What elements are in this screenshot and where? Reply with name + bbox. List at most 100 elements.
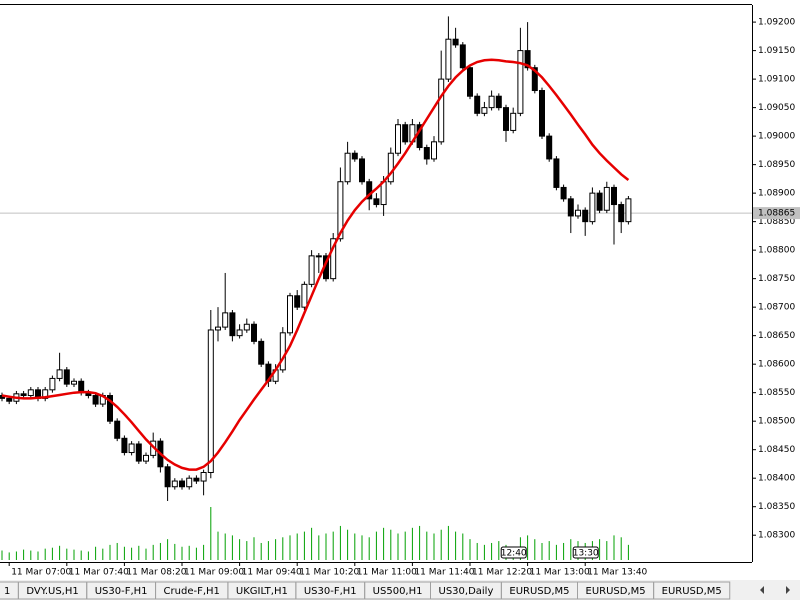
y-tick-label: 1.09050 (758, 103, 795, 113)
candle-body (164, 466, 171, 488)
candle-body (330, 238, 337, 280)
x-tick-label: 11 Mar 09:40 (242, 568, 302, 578)
candle-body (524, 50, 531, 69)
candle-body (236, 329, 243, 337)
candle-body (387, 152, 394, 183)
y-tick-label: 1.09200 (758, 18, 795, 28)
candle-body (395, 124, 401, 154)
x-tick-label: 11 Mar 07:00 (11, 568, 71, 578)
y-tick-label: 1.08700 (758, 303, 795, 313)
tab-label[interactable]: EURUSD,M5 (662, 586, 722, 597)
candle-body (229, 312, 236, 337)
y-tick-label: 1.08400 (758, 474, 795, 484)
candle-body (625, 198, 632, 223)
y-tick-label: 1.08500 (758, 417, 795, 427)
tab[interactable]: EURUSD,M5 (653, 581, 731, 600)
candle-body (452, 38, 459, 46)
x-tick-label: 11 Mar 09:00 (184, 568, 244, 578)
candle-body (301, 283, 308, 308)
candle-body (402, 124, 409, 143)
tab-label[interactable]: US30-F,H1 (304, 586, 357, 597)
tab-label[interactable]: DVY.US,H1 (26, 586, 78, 597)
candle-body (344, 152, 351, 183)
candle-body (459, 44, 466, 69)
candle-body (200, 471, 207, 482)
candle-body (179, 480, 185, 488)
time-marker-box (500, 546, 527, 559)
candle-body (222, 312, 229, 328)
candle-body (186, 477, 193, 488)
candle-body (380, 181, 387, 206)
candle-body (49, 377, 56, 391)
candle-body (20, 393, 27, 397)
candle-body (114, 420, 121, 439)
tab-label[interactable]: EURUSD,M5 (509, 586, 569, 597)
tab-frame (653, 581, 731, 600)
tab-label[interactable]: EURUSD,M5 (586, 586, 646, 597)
candle-body (366, 181, 373, 200)
tab-scroll-right[interactable] (786, 586, 790, 594)
candle-body (481, 107, 488, 114)
tab-label[interactable]: UKGILT,H1 (236, 586, 288, 597)
tab-label[interactable]: US30-F,H1 (95, 586, 148, 597)
x-tick-label: 11 Mar 13:00 (530, 568, 590, 578)
candle-body (207, 329, 214, 473)
candle-body (315, 255, 322, 258)
candle-body (56, 369, 63, 379)
y-tick-label: 1.08600 (758, 360, 795, 370)
tab-bar (0, 580, 800, 600)
candle-body (359, 158, 365, 183)
candle-body (27, 389, 34, 397)
tab-label[interactable]: US500,H1 (373, 586, 423, 597)
candle-body (589, 192, 596, 223)
y-tick-label: 1.09150 (758, 46, 795, 56)
x-tick-label: 11 Mar 12:20 (472, 568, 532, 578)
y-tick-label: 1.08900 (758, 189, 795, 199)
candle-body (423, 147, 430, 160)
candle-body (294, 295, 301, 308)
candle-body (582, 209, 589, 223)
bid-label: 1.08865 (758, 209, 795, 219)
y-tick-label: 1.08300 (758, 531, 795, 541)
candle-body (445, 38, 452, 80)
tab-label[interactable]: 1 (4, 586, 10, 597)
tab-label[interactable]: Crude-F,H1 (164, 586, 220, 597)
candle-body (553, 158, 560, 188)
y-tick-label: 1.08850 (758, 217, 795, 227)
candle-body (63, 369, 70, 385)
time-marker: 12:40 (501, 549, 527, 559)
tab-scroll-left[interactable] (760, 586, 764, 594)
candle-body (121, 437, 128, 454)
candle-body (575, 209, 581, 217)
candle-body (337, 181, 344, 240)
candle-body (6, 397, 13, 402)
candle-body (287, 295, 293, 334)
candle-body (517, 50, 524, 114)
candle-body (603, 186, 610, 211)
candle-body (618, 204, 625, 223)
y-tick-label: 1.08800 (758, 246, 795, 256)
x-tick-label: 11 Mar 13:40 (587, 568, 647, 578)
y-tick-label: 1.08550 (758, 388, 795, 398)
candle-body (107, 395, 113, 422)
candle-body (135, 443, 142, 462)
bid-label-box (753, 207, 800, 220)
candle-body (611, 186, 617, 206)
time-marker-box (572, 546, 599, 559)
tab-label[interactable]: US30,Daily (439, 586, 494, 597)
time-marker: 13:30 (573, 549, 599, 559)
tab-row: 1 DVY.US,H1 US30-F,H1 Crude-F,H1 UKGILT,H1 US… (0, 581, 731, 600)
candle-body (373, 198, 380, 206)
candle-body (92, 395, 99, 405)
candle-body (567, 198, 574, 217)
candle-body (258, 340, 265, 365)
candle-body (546, 135, 553, 160)
candle-body (474, 95, 481, 114)
candle-body (539, 90, 545, 137)
candle-body (215, 326, 221, 331)
candle-body (531, 67, 538, 92)
candle-body (351, 152, 358, 160)
y-tick-label: 1.08950 (758, 160, 795, 170)
candle-body (243, 323, 250, 331)
